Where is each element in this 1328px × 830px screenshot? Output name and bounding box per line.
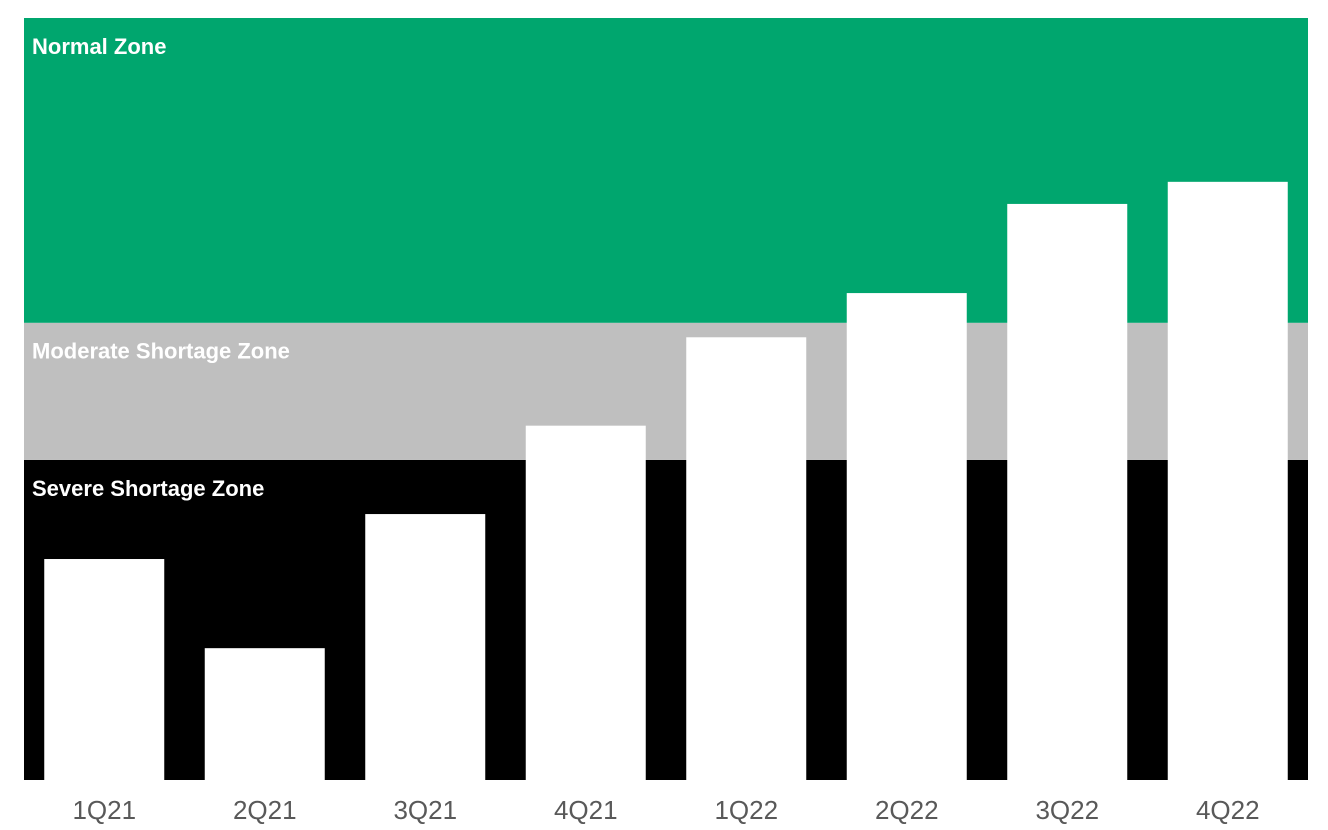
x-tick-label: 1Q22 <box>714 795 778 825</box>
x-tick-label: 4Q21 <box>554 795 618 825</box>
x-tick-label: 2Q22 <box>875 795 939 825</box>
x-tick-label: 2Q21 <box>233 795 297 825</box>
bar <box>1167 181 1288 780</box>
zone-label: Moderate Shortage Zone <box>32 339 290 364</box>
x-tick-label: 3Q22 <box>1035 795 1099 825</box>
bar <box>525 425 646 780</box>
bars <box>44 181 1288 781</box>
labels: Severe Shortage Zone Moderate Shortage Zo… <box>32 34 1260 825</box>
bar <box>686 337 807 780</box>
bar <box>846 293 967 780</box>
x-tick-label: 1Q21 <box>72 795 136 825</box>
zone-label: Normal Zone <box>32 34 166 59</box>
bar <box>365 514 486 780</box>
x-tick-label: 3Q21 <box>393 795 457 825</box>
bar <box>44 559 165 780</box>
zone-label: Severe Shortage Zone <box>32 476 264 501</box>
x-tick-label: 4Q22 <box>1196 795 1260 825</box>
bar <box>1007 203 1128 781</box>
bar <box>204 648 325 780</box>
